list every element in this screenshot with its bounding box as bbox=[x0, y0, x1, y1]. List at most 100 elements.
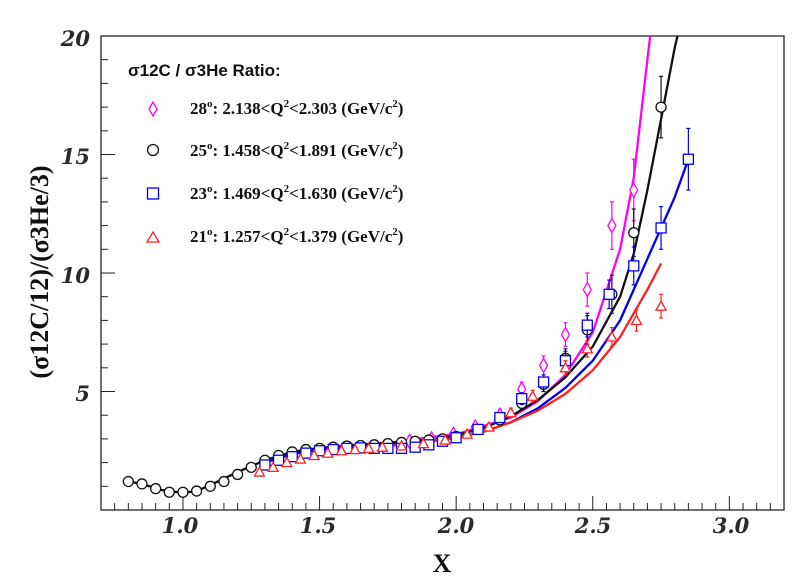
circle-marker bbox=[122, 475, 134, 488]
triangle-marker bbox=[267, 461, 280, 472]
triangle-marker bbox=[460, 427, 474, 439]
data-point-square bbox=[516, 392, 528, 406]
data-point-triangle bbox=[630, 309, 643, 332]
x-tick-label: 3.0 bbox=[713, 513, 750, 538]
triangle-marker bbox=[321, 446, 334, 458]
x-tick-label: 1.5 bbox=[300, 513, 337, 538]
circle-marker bbox=[628, 227, 640, 239]
data-point-circle bbox=[245, 461, 257, 473]
circle-marker bbox=[231, 468, 244, 481]
data-point-circle bbox=[136, 478, 148, 490]
data-point-triangle bbox=[335, 444, 348, 456]
data-point-square bbox=[423, 439, 435, 451]
data-point-triangle bbox=[280, 456, 293, 468]
circle-marker bbox=[136, 478, 148, 490]
data-point-square bbox=[581, 312, 593, 338]
legend-title: σ12C / σ3He Ratio: bbox=[128, 61, 281, 80]
diamond-marker bbox=[628, 181, 639, 199]
circle-marker bbox=[190, 485, 203, 497]
data-point-triangle bbox=[307, 449, 321, 461]
data-point-circle bbox=[163, 486, 175, 498]
y-axis-title: (σ12C/12)/(σ3He/3) bbox=[25, 165, 54, 378]
data-points bbox=[122, 75, 695, 498]
square-marker bbox=[628, 260, 640, 272]
data-point-square bbox=[272, 454, 285, 466]
triangle-marker bbox=[362, 442, 375, 454]
data-point-triangle bbox=[460, 427, 474, 439]
legend-marker-triangle bbox=[145, 230, 161, 243]
diamond-marker bbox=[582, 281, 593, 298]
data-point-triangle bbox=[605, 326, 618, 348]
circle-marker bbox=[149, 483, 162, 495]
square-marker bbox=[537, 376, 550, 388]
circle-marker bbox=[163, 486, 175, 498]
triangle-marker bbox=[482, 420, 496, 432]
data-point-diamond bbox=[607, 201, 617, 250]
data-point-square bbox=[628, 246, 640, 286]
square-marker bbox=[516, 392, 528, 405]
circle-marker bbox=[655, 101, 667, 113]
square-marker bbox=[472, 423, 484, 436]
diamond-marker bbox=[607, 217, 617, 234]
data-point-triangle bbox=[654, 293, 668, 319]
legend-entry-28deg: 28o: 2.138<Q2<2.303 (GeV/c2) bbox=[190, 98, 403, 118]
y-tick-label: 15 bbox=[61, 144, 90, 169]
x-tick-label: 2.0 bbox=[437, 513, 475, 538]
legend-marker-square bbox=[146, 187, 160, 200]
y-tick-label: 20 bbox=[60, 26, 91, 51]
triangle-marker bbox=[504, 406, 517, 418]
diamond-marker bbox=[538, 357, 549, 374]
data-point-square bbox=[494, 411, 506, 424]
data-point-diamond bbox=[582, 272, 593, 307]
data-point-diamond bbox=[560, 322, 571, 348]
triangle-marker bbox=[581, 342, 594, 354]
data-point-triangle bbox=[267, 461, 280, 472]
square-marker bbox=[581, 319, 593, 331]
data-point-triangle bbox=[439, 433, 452, 445]
data-point-square bbox=[603, 279, 615, 310]
data-point-triangle bbox=[417, 437, 430, 449]
square-marker bbox=[300, 447, 312, 459]
triangle-marker bbox=[417, 437, 430, 449]
data-point-circle bbox=[655, 75, 667, 139]
x-axis-title: X bbox=[433, 549, 452, 578]
legend-marker-circle bbox=[146, 143, 160, 157]
data-point-square bbox=[286, 451, 298, 463]
data-point-triangle bbox=[504, 406, 517, 419]
triangle-marker bbox=[654, 299, 668, 311]
triangle-marker bbox=[526, 389, 539, 401]
data-point-circle bbox=[190, 485, 203, 497]
square-marker bbox=[450, 432, 462, 444]
data-point-triangle bbox=[253, 465, 266, 477]
data-point-square bbox=[300, 447, 312, 459]
triangle-marker bbox=[348, 443, 362, 455]
data-point-circle bbox=[149, 483, 162, 495]
legend-marker-diamond bbox=[148, 100, 158, 118]
x-tick-label: 1.0 bbox=[162, 513, 199, 538]
data-point-square bbox=[682, 127, 695, 191]
data-point-circle bbox=[177, 486, 189, 498]
diamond-marker bbox=[560, 326, 571, 343]
data-point-square bbox=[472, 423, 484, 436]
legend-entry-23deg: 23o: 1.469<Q2<1.630 (GeV/c2) bbox=[190, 183, 403, 203]
circle-marker bbox=[204, 480, 216, 492]
triangle-marker bbox=[630, 314, 643, 326]
triangle-marker bbox=[439, 433, 452, 445]
data-point-circle bbox=[218, 475, 230, 488]
triangle-marker bbox=[559, 361, 572, 373]
data-point-triangle bbox=[348, 443, 362, 455]
data-point-square bbox=[537, 374, 550, 390]
square-marker bbox=[494, 411, 506, 424]
data-point-triangle bbox=[362, 442, 375, 454]
triangle-marker bbox=[395, 439, 408, 451]
circle-marker bbox=[218, 475, 230, 488]
circle-marker bbox=[177, 486, 189, 498]
square-marker bbox=[272, 454, 285, 466]
circle-marker bbox=[245, 461, 257, 473]
triangle-marker bbox=[280, 456, 293, 468]
legend-entry-25deg: 25o: 1.458<Q2<1.891 (GeV/c2) bbox=[190, 140, 403, 160]
legend: σ12C / σ3He Ratio: 28o: 2.138<Q2<2.303 (… bbox=[128, 61, 403, 246]
data-point-triangle bbox=[294, 452, 307, 464]
